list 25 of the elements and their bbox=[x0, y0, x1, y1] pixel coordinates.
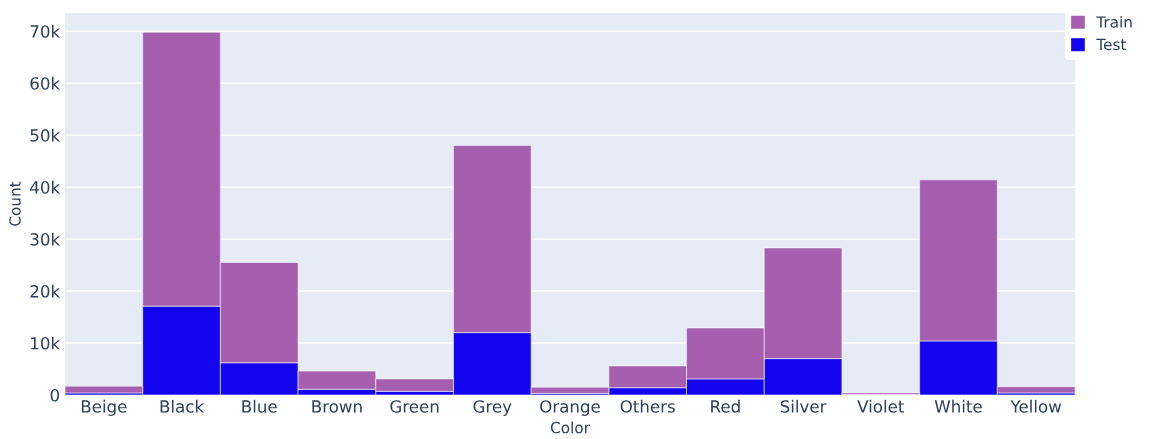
x-tick-label: Yellow bbox=[1010, 399, 1062, 413]
y-tick-label: 20k bbox=[30, 284, 61, 298]
x-tick-label: Grey bbox=[473, 400, 512, 416]
y-tick-label: 30k bbox=[30, 232, 61, 246]
y-tick-label: 10k bbox=[31, 336, 61, 350]
y-axis-title: Count bbox=[9, 181, 21, 226]
x-tick-label: White bbox=[934, 399, 982, 413]
x-tick-label: Blue bbox=[242, 399, 277, 413]
y-tick-label: 60k bbox=[30, 76, 61, 90]
legend-label: Train bbox=[1096, 15, 1132, 28]
x-axis-title: Color bbox=[550, 421, 590, 434]
x-tick-label: Red bbox=[711, 399, 740, 413]
y-tick-label: 40k bbox=[30, 180, 61, 194]
x-tick-label: Violet bbox=[857, 399, 905, 413]
x-tick-label: Black bbox=[160, 399, 205, 413]
legend-label: Test bbox=[1096, 38, 1127, 51]
y-tick-label: 70k bbox=[30, 24, 61, 38]
x-tick-label: Beige bbox=[81, 399, 127, 416]
y-tick-label: 50k bbox=[30, 128, 61, 142]
x-tick-label: Others bbox=[620, 399, 675, 413]
x-tick-label: Silver bbox=[780, 399, 827, 413]
x-tick-label: Green bbox=[390, 400, 439, 413]
x-tick-label: Brown bbox=[312, 400, 362, 413]
y-tick-label: 0 bbox=[50, 388, 60, 402]
x-tick-label: Orange bbox=[540, 400, 600, 416]
